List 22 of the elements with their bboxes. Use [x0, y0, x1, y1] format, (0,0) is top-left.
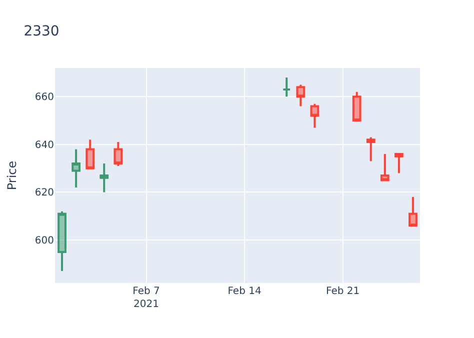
candlestick	[86, 138, 95, 170]
candlestick	[72, 148, 80, 188]
y-tick-label: 660	[34, 92, 54, 104]
candlestick	[282, 76, 292, 98]
y-tick-label: 600	[34, 236, 54, 246]
y-tick-label: 640	[34, 140, 54, 151]
x-tick-label: Feb 7 2021	[132, 286, 160, 310]
candlestick	[100, 162, 109, 194]
x-tick-label: Feb 21	[326, 286, 360, 297]
candlestick	[310, 102, 320, 129]
candlestick	[114, 141, 123, 167]
candlestick	[380, 153, 390, 182]
candlestick	[366, 136, 376, 162]
chart-title: 2330	[24, 23, 60, 40]
candlestick	[58, 210, 66, 272]
candlestick	[296, 84, 306, 108]
x-tick-label: Feb 14	[228, 286, 262, 297]
candlestick	[352, 90, 362, 122]
y-axis-title: Price	[5, 160, 20, 190]
y-tick-label: 620	[34, 188, 54, 199]
candlestick	[394, 153, 404, 174]
candlestick	[408, 196, 418, 227]
